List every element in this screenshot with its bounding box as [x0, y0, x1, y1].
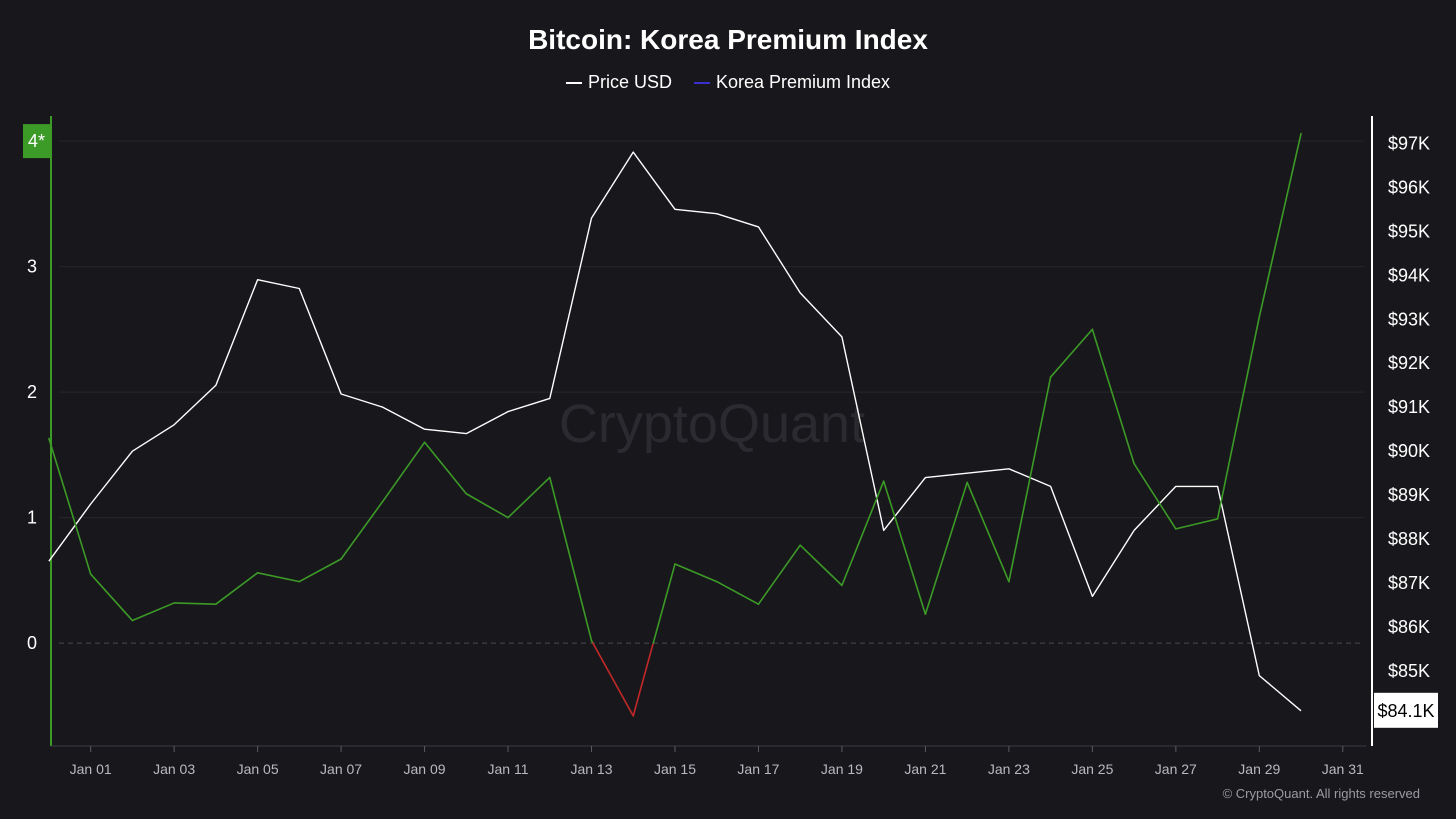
right-tick-label: $85K	[1388, 661, 1430, 681]
x-tick-label: Jan 01	[70, 761, 112, 777]
x-axis-ticks: Jan 01 Jan 03 Jan 05 Jan 07 Jan 09 Jan 11 Jan …	[70, 746, 1364, 777]
kpi-segment	[674, 563, 718, 583]
legend-swatch-price-usd	[565, 81, 582, 84]
x-tick-label: Jan 25	[1071, 761, 1113, 777]
kpi-segment	[632, 642, 655, 717]
kpi-segment	[423, 441, 468, 495]
axes	[50, 116, 1373, 747]
x-tick-label: Jan 27	[1155, 761, 1197, 777]
x-tick-label: Jan 23	[988, 761, 1030, 777]
kpi-segment	[173, 602, 217, 605]
kpi-segment	[924, 481, 968, 616]
kpi-segment	[1008, 376, 1052, 583]
kpi-segment	[757, 544, 801, 605]
legend-item-price-usd[interactable]: Price USD	[565, 72, 672, 93]
left-tick-label: 3	[27, 257, 37, 277]
right-tick-label: $87K	[1388, 573, 1430, 593]
legend: Price USD Korea Premium Index	[0, 72, 1456, 93]
kpi-segment	[382, 441, 426, 503]
right-tick-label: $90K	[1388, 441, 1430, 461]
series-layer	[48, 132, 1302, 717]
kpi-segment	[652, 563, 676, 644]
x-tick-label: Jan 21	[904, 761, 946, 777]
series-line-korea-premium-index	[48, 132, 1302, 717]
kpi-segment	[465, 492, 509, 519]
kpi-segment	[215, 572, 259, 605]
watermark: CryptoQuant	[559, 394, 865, 454]
x-tick-label: Jan 05	[237, 761, 279, 777]
x-tick-label: Jan 07	[320, 761, 362, 777]
right-tick-label: $89K	[1388, 485, 1430, 505]
kpi-segment	[841, 480, 885, 587]
kpi-segment	[48, 437, 92, 575]
x-tick-label: Jan 19	[821, 761, 863, 777]
gridlines	[59, 140, 1364, 644]
current-price-box	[1374, 692, 1438, 728]
x-tick-label: Jan 29	[1238, 761, 1280, 777]
kpi-segment	[882, 480, 927, 616]
right-tick-label: $91K	[1388, 397, 1430, 417]
right-tick-label: $92K	[1388, 353, 1430, 373]
legend-label-korea-premium-index: Korea Premium Index	[715, 72, 891, 92]
right-tick-label: $97K	[1388, 133, 1430, 153]
kpi-segment	[89, 573, 134, 622]
x-tick-label: Jan 03	[153, 761, 195, 777]
kpi-segment	[592, 642, 635, 717]
x-tick-label: Jan 09	[404, 761, 446, 777]
x-tick-label: Jan 17	[737, 761, 779, 777]
x-tick-label: Jan 13	[570, 761, 612, 777]
left-tick-label: 1	[27, 508, 37, 528]
kpi-segment	[1175, 518, 1219, 530]
kpi-segment	[507, 476, 551, 519]
legend-item-korea-premium-index[interactable]: Korea Premium Index	[693, 72, 891, 93]
right-axis-ticks: $85K $86K $87K $88K $89K $90K $91K $92K $93K $94K…	[1388, 133, 1430, 681]
left-tick-label: 0	[27, 633, 37, 653]
right-tick-label: $94K	[1388, 265, 1430, 285]
copyright-text: © CryptoQuant. All rights reserved	[1222, 786, 1420, 801]
right-tick-label: $88K	[1388, 529, 1430, 549]
x-tick-label: Jan 11	[488, 761, 529, 777]
right-tick-label: $95K	[1388, 221, 1430, 241]
legend-swatch-korea-premium-index	[693, 81, 710, 84]
kpi-segment	[1216, 315, 1261, 520]
right-tick-label: $93K	[1388, 309, 1430, 329]
x-tick-label: Jan 15	[654, 761, 696, 777]
kpi-segment	[799, 544, 843, 587]
kpi-segment	[131, 602, 175, 622]
x-tick-label: Jan 31	[1322, 761, 1364, 777]
kpi-segment	[340, 500, 384, 560]
right-tick-label: $86K	[1388, 617, 1430, 637]
kpi-segment	[715, 580, 760, 605]
kpi-segment	[1091, 328, 1135, 465]
chart-title: Bitcoin: Korea Premium Index	[528, 24, 928, 55]
legend-label-price-usd: Price USD	[587, 72, 672, 92]
series-line-price-usd	[48, 151, 1302, 712]
kpi-segment	[548, 476, 593, 642]
left-axis-ticks: 0 1 2 3	[27, 257, 37, 653]
kpi-segment	[298, 558, 342, 583]
left-top-marker-label: 4*	[28, 131, 45, 151]
current-price-label: $84.1K	[1377, 701, 1434, 721]
kpi-segment	[966, 481, 1010, 583]
left-top-marker-box	[23, 124, 50, 159]
axis-markers: 4* $84.1K	[23, 124, 1438, 728]
kpi-segment	[1133, 462, 1177, 530]
kpi-segment	[1049, 328, 1094, 378]
kpi-segment	[256, 572, 301, 583]
right-tick-label: $96K	[1388, 177, 1430, 197]
left-tick-label: 2	[27, 382, 37, 402]
kpi-segment	[1258, 132, 1302, 318]
